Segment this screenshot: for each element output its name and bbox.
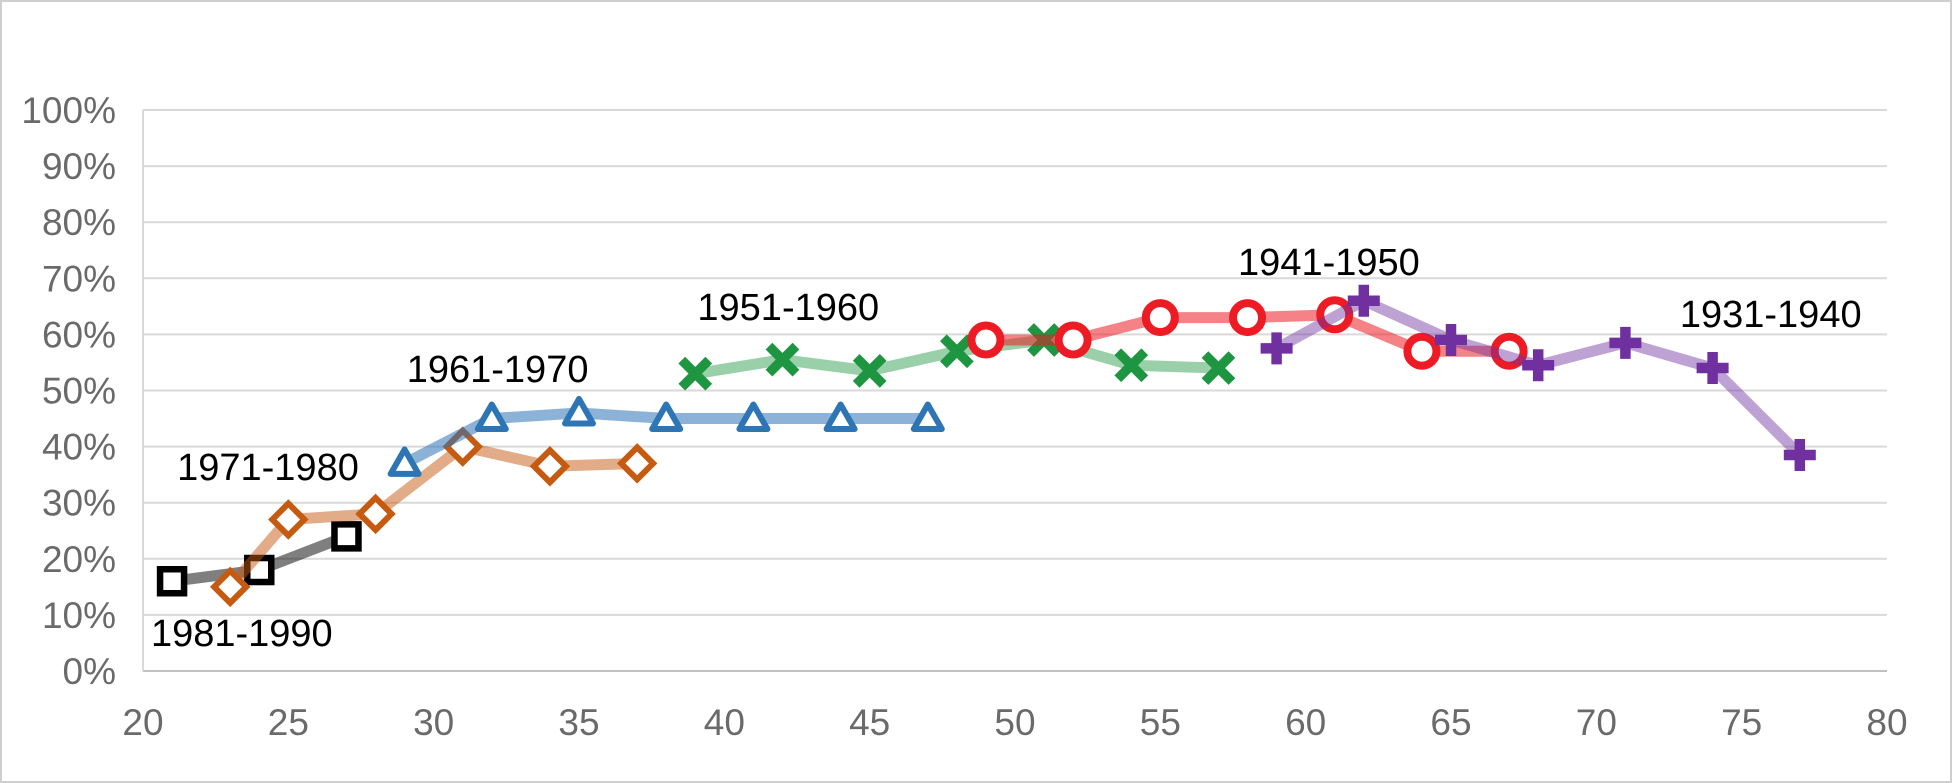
circle-marker: [1316, 296, 1354, 334]
series-label: 1971-1980: [177, 447, 359, 489]
circle-marker: [1490, 332, 1528, 370]
x-tick-label: 70: [1576, 702, 1617, 743]
x-tick-label: 25: [268, 702, 309, 743]
plus-marker: [1347, 284, 1380, 317]
x-tick-label: 65: [1430, 702, 1471, 743]
y-tick-label: 20%: [42, 539, 116, 580]
x-marker: [852, 354, 887, 388]
series-1951-1960: [678, 323, 1236, 391]
y-tick-label: 70%: [42, 258, 116, 299]
x-marker: [1114, 348, 1149, 383]
y-tick-label: 30%: [42, 483, 116, 524]
plus-marker: [1260, 332, 1293, 365]
triangle-marker: [649, 401, 684, 433]
plus-marker: [1609, 326, 1642, 359]
series-label: 1931-1940: [1680, 294, 1862, 336]
x-marker: [940, 334, 974, 369]
series-label: 1951-1960: [697, 287, 879, 329]
triangle-marker: [387, 446, 422, 477]
circle-marker: [967, 321, 1005, 359]
square-marker: [156, 565, 188, 597]
y-tick-label: 0%: [63, 651, 116, 692]
x-marker: [678, 356, 713, 391]
triangle-marker: [474, 401, 509, 433]
series-1941-1950: [967, 296, 1528, 370]
x-tick-label: 30: [413, 702, 454, 743]
y-tick-label: 10%: [42, 595, 116, 636]
series-1931-1940: [1260, 284, 1816, 472]
x-tick-label: 35: [558, 702, 599, 743]
y-axis-labels: 0% 10% 20% 30% 40% 50% 60% 70% 80% 90% 100%: [21, 90, 116, 692]
circle-marker: [1229, 299, 1267, 337]
x-tick-label: 75: [1721, 702, 1762, 743]
square-marker: [331, 521, 362, 552]
triangle-marker: [736, 401, 771, 433]
series-1971-1980: [209, 426, 658, 608]
series-label: 1981-1990: [151, 613, 333, 655]
series-label: 1961-1970: [407, 349, 589, 391]
x-tick-label: 45: [849, 702, 890, 743]
x-marker: [765, 342, 800, 377]
plus-marker: [1522, 349, 1555, 382]
x-tick-label: 40: [704, 702, 745, 743]
circle-marker: [1403, 332, 1441, 370]
x-tick-label: 80: [1866, 702, 1907, 743]
y-tick-label: 80%: [42, 202, 116, 243]
x-axis-labels: 20 25 30 35 40 45 50 55 60 65 70 75 80: [122, 702, 1907, 743]
diamond-marker: [355, 493, 396, 535]
series-label: 1941-1950: [1238, 242, 1420, 284]
x-tick-label: 20: [122, 702, 163, 743]
x-tick-label: 60: [1285, 702, 1326, 743]
triangle-marker: [823, 401, 858, 433]
x-marker: [1201, 351, 1236, 385]
plus-marker: [1435, 324, 1467, 357]
x-tick-label: 50: [994, 702, 1035, 743]
diamond-marker: [529, 445, 571, 487]
series-1961-1970: [387, 395, 945, 477]
diamond-marker: [209, 566, 251, 608]
circle-marker: [1054, 321, 1092, 359]
y-tick-label: 40%: [42, 427, 116, 468]
plus-marker: [1783, 439, 1816, 472]
diamond-marker: [616, 443, 658, 484]
x-tick-label: 55: [1140, 702, 1181, 743]
y-tick-label: 60%: [42, 314, 116, 355]
y-tick-label: 50%: [42, 371, 116, 412]
plus-marker: [1696, 352, 1729, 385]
diamond-marker: [268, 499, 309, 540]
circle-marker: [1141, 299, 1179, 337]
gridlines: [142, 109, 1887, 672]
triangle-marker: [562, 395, 596, 427]
triangle-marker: [910, 401, 945, 433]
y-tick-label: 100%: [21, 90, 116, 131]
y-tick-label: 90%: [42, 146, 116, 187]
